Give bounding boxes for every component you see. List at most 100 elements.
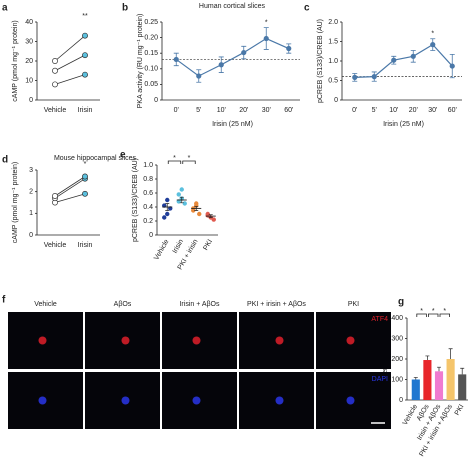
- x-tick-label: Vehicle: [402, 403, 419, 426]
- cell-signal: [275, 396, 284, 405]
- error-bar: [448, 348, 453, 359]
- error-bar: [165, 203, 170, 211]
- row-label: DAPI: [372, 376, 388, 383]
- x-axis-label: Irisin (25 nM): [383, 121, 424, 128]
- x-tick-label: Vehicle: [153, 238, 170, 261]
- data-point: [176, 192, 181, 197]
- significance-label: *: [443, 308, 446, 315]
- x-tick-label: 10': [217, 107, 226, 114]
- column-label: PKI: [348, 301, 359, 308]
- panel-label: e: [120, 150, 126, 161]
- panel-label: f: [2, 295, 6, 306]
- data-point: [52, 193, 58, 199]
- pair-line: [54, 54, 86, 72]
- pair-line: [54, 178, 86, 199]
- panel-label: a: [2, 3, 8, 14]
- y-tick-label: 30: [25, 38, 33, 45]
- y-tick-label: 40: [25, 19, 33, 26]
- x-tick-label: 5': [372, 107, 377, 114]
- x-tick-label: 60': [284, 107, 293, 114]
- y-tick-label: 10: [25, 77, 33, 84]
- y-tick-label: 0: [149, 232, 153, 239]
- error-bar: [413, 377, 418, 380]
- significance-label: *: [84, 161, 87, 168]
- y-tick-label: 0.8: [143, 176, 153, 183]
- error-bar: [425, 355, 430, 361]
- error-bar: [437, 366, 441, 372]
- cell-signal: [346, 396, 355, 405]
- pair-line: [54, 176, 86, 197]
- y-tick-label: 0.6: [143, 190, 153, 197]
- x-axis-label: Irisin (25 nM): [212, 121, 253, 128]
- y-axis-label: cAMP (pmol mg⁻¹ protein): [12, 162, 19, 243]
- cell-signal: [121, 396, 130, 405]
- data-point: [263, 35, 269, 42]
- pair-line: [54, 74, 86, 85]
- error-bar: [179, 196, 184, 204]
- y-tick-label: 0.10: [144, 66, 158, 73]
- y-axis-label: pCREB (S133)/CREB (AU): [317, 19, 324, 103]
- x-tick-label: Irisin: [78, 242, 93, 249]
- significance-label: *: [420, 308, 423, 315]
- y-tick-label: 0.5: [328, 77, 338, 84]
- y-tick-label: 1: [29, 210, 33, 217]
- x-tick-label: PKI: [202, 238, 214, 251]
- data-point: [197, 211, 202, 217]
- y-tick-label: 0: [29, 232, 33, 239]
- bar: [423, 360, 432, 400]
- column-label: PKI + irisin + AβOs: [247, 301, 306, 308]
- data-point: [82, 71, 88, 78]
- data-point: [371, 74, 377, 80]
- data-point: [82, 32, 88, 39]
- significance-bracket: [416, 313, 427, 317]
- panel-label: c: [304, 3, 310, 14]
- significance-bracket: [167, 160, 182, 164]
- row-label: ATF4: [371, 316, 388, 323]
- y-tick-label: 400: [391, 315, 403, 322]
- line: [354, 43, 453, 78]
- data-point: [165, 211, 170, 217]
- y-tick-label: 0: [29, 97, 33, 104]
- bar: [446, 359, 455, 400]
- chart-title: Human cortical slices: [199, 3, 266, 10]
- x-tick-label: 0': [174, 107, 179, 114]
- cell-signal: [121, 336, 130, 345]
- data-point: [205, 211, 210, 217]
- data-point: [182, 201, 187, 206]
- y-axis-label: cAMP (pmol mg⁻¹ protein): [12, 20, 19, 101]
- significance-label: **: [82, 13, 88, 20]
- x-tick-label: 10': [389, 107, 398, 114]
- panel-label: d: [2, 155, 8, 166]
- y-tick-label: 20: [25, 58, 33, 65]
- y-tick-label: 1.5: [328, 38, 338, 45]
- data-point: [352, 74, 358, 80]
- y-axis-label: pCREB (S133)/CREB (AU): [132, 158, 139, 242]
- y-tick-label: 0.05: [144, 81, 158, 88]
- x-tick-label: 20': [239, 107, 248, 114]
- cell-signal: [192, 336, 201, 345]
- error-bar: [460, 367, 465, 375]
- data-point: [162, 215, 167, 220]
- x-tick-label: 30': [428, 107, 437, 114]
- x-tick-label: 60': [448, 107, 457, 114]
- bar: [434, 371, 444, 400]
- data-point: [52, 58, 58, 64]
- data-point: [449, 63, 455, 69]
- y-tick-label: 0: [334, 97, 338, 104]
- chart-title: Mouse hippocampal slices: [54, 155, 137, 162]
- significance-label: *: [188, 155, 191, 162]
- bar: [411, 379, 420, 400]
- bar: [458, 374, 467, 400]
- data-point: [286, 45, 292, 52]
- y-tick-label: 0: [399, 397, 403, 404]
- y-tick-label: 0.4: [143, 204, 153, 211]
- x-tick-label: Irisin: [78, 107, 93, 114]
- x-tick-label: Vehicle: [44, 107, 67, 114]
- data-point: [82, 173, 88, 180]
- data-point: [52, 67, 58, 74]
- data-point: [179, 187, 184, 192]
- line: [175, 37, 289, 77]
- data-point: [241, 49, 247, 56]
- cell-signal: [38, 396, 47, 405]
- significance-bracket: [182, 160, 196, 164]
